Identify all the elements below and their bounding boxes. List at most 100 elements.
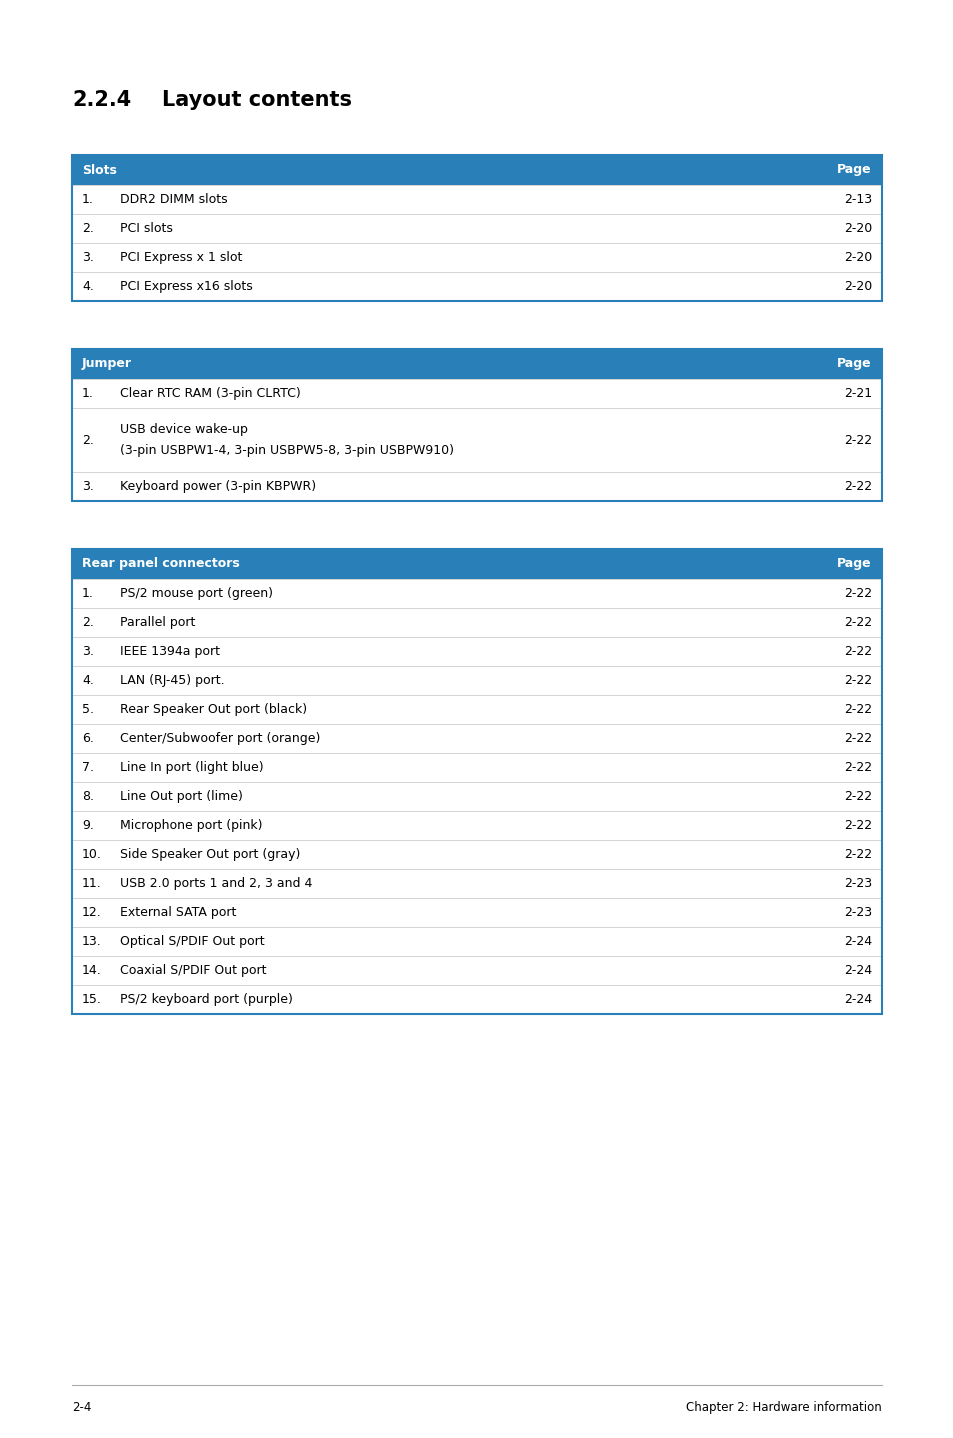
- Bar: [71, 272, 882, 301]
- Text: IEEE 1394a port: IEEE 1394a port: [120, 646, 220, 659]
- Bar: [71, 869, 882, 897]
- Text: 10.: 10.: [82, 848, 102, 861]
- Text: Coaxial S/PDIF Out port: Coaxial S/PDIF Out port: [120, 963, 266, 976]
- Bar: [71, 408, 882, 472]
- Text: 12.: 12.: [82, 906, 102, 919]
- Text: 2-4: 2-4: [71, 1401, 91, 1414]
- Bar: [71, 695, 882, 723]
- Text: 2-20: 2-20: [842, 280, 871, 293]
- Text: 2-22: 2-22: [843, 587, 871, 600]
- Text: 9.: 9.: [82, 820, 93, 833]
- Bar: [71, 666, 882, 695]
- Text: 2.: 2.: [82, 221, 93, 234]
- Text: Page: Page: [837, 558, 871, 571]
- Text: 2-22: 2-22: [843, 820, 871, 833]
- Text: Rear panel connectors: Rear panel connectors: [82, 558, 239, 571]
- Text: Rear Speaker Out port (black): Rear Speaker Out port (black): [120, 703, 307, 716]
- Text: Keyboard power (3-pin KBPWR): Keyboard power (3-pin KBPWR): [120, 480, 315, 493]
- Bar: [71, 840, 882, 869]
- Text: 1.: 1.: [82, 193, 93, 206]
- Text: 14.: 14.: [82, 963, 102, 976]
- Text: 2-22: 2-22: [843, 848, 871, 861]
- Text: 1.: 1.: [82, 387, 93, 400]
- Text: 2-22: 2-22: [843, 646, 871, 659]
- Text: USB 2.0 ports 1 and 2, 3 and 4: USB 2.0 ports 1 and 2, 3 and 4: [120, 877, 312, 890]
- Text: 3.: 3.: [82, 646, 93, 659]
- Text: PS/2 keyboard port (purple): PS/2 keyboard port (purple): [120, 994, 293, 1007]
- Text: USB device wake-up: USB device wake-up: [120, 423, 248, 436]
- Text: 4.: 4.: [82, 674, 93, 687]
- Text: 2-20: 2-20: [842, 221, 871, 234]
- Text: Clear RTC RAM (3-pin CLRTC): Clear RTC RAM (3-pin CLRTC): [120, 387, 300, 400]
- Text: 2-21: 2-21: [843, 387, 871, 400]
- Text: 2-23: 2-23: [843, 906, 871, 919]
- Text: Optical S/PDIF Out port: Optical S/PDIF Out port: [120, 935, 264, 948]
- Text: 3.: 3.: [82, 480, 93, 493]
- Text: 2-22: 2-22: [843, 433, 871, 447]
- Text: Jumper: Jumper: [82, 358, 132, 371]
- Text: 13.: 13.: [82, 935, 102, 948]
- Bar: [71, 349, 882, 500]
- Text: Chapter 2: Hardware information: Chapter 2: Hardware information: [685, 1401, 882, 1414]
- Text: DDR2 DIMM slots: DDR2 DIMM slots: [120, 193, 228, 206]
- Text: Slots: Slots: [82, 164, 117, 177]
- Bar: [71, 380, 882, 408]
- Text: Line Out port (lime): Line Out port (lime): [120, 789, 243, 802]
- Text: 11.: 11.: [82, 877, 102, 890]
- Bar: [71, 723, 882, 754]
- Text: 15.: 15.: [82, 994, 102, 1007]
- Text: PCI Express x 1 slot: PCI Express x 1 slot: [120, 252, 242, 265]
- Bar: [71, 214, 882, 243]
- Text: Center/Subwoofer port (orange): Center/Subwoofer port (orange): [120, 732, 320, 745]
- Text: 6.: 6.: [82, 732, 93, 745]
- Text: 2-22: 2-22: [843, 732, 871, 745]
- Text: Side Speaker Out port (gray): Side Speaker Out port (gray): [120, 848, 300, 861]
- Text: 2.: 2.: [82, 615, 93, 628]
- Bar: [71, 811, 882, 840]
- Bar: [71, 186, 882, 214]
- Text: 2-13: 2-13: [843, 193, 871, 206]
- Text: PS/2 mouse port (green): PS/2 mouse port (green): [120, 587, 273, 600]
- Bar: [71, 349, 882, 380]
- Text: 2-22: 2-22: [843, 703, 871, 716]
- Text: Line In port (light blue): Line In port (light blue): [120, 761, 263, 774]
- Text: 2-22: 2-22: [843, 480, 871, 493]
- Bar: [71, 155, 882, 301]
- Text: 2.2.4: 2.2.4: [71, 91, 132, 109]
- Bar: [71, 243, 882, 272]
- Bar: [71, 928, 882, 956]
- Text: 2-24: 2-24: [843, 935, 871, 948]
- Bar: [71, 782, 882, 811]
- Bar: [71, 549, 882, 1014]
- Bar: [71, 637, 882, 666]
- Text: 2-24: 2-24: [843, 963, 871, 976]
- Bar: [71, 985, 882, 1014]
- Text: PCI Express x16 slots: PCI Express x16 slots: [120, 280, 253, 293]
- Text: 2-23: 2-23: [843, 877, 871, 890]
- Bar: [71, 754, 882, 782]
- Text: Microphone port (pink): Microphone port (pink): [120, 820, 262, 833]
- Text: 2-24: 2-24: [843, 994, 871, 1007]
- Text: 7.: 7.: [82, 761, 94, 774]
- Bar: [71, 472, 882, 500]
- Bar: [71, 608, 882, 637]
- Text: 1.: 1.: [82, 587, 93, 600]
- Text: External SATA port: External SATA port: [120, 906, 236, 919]
- Text: Layout contents: Layout contents: [162, 91, 352, 109]
- Text: PCI slots: PCI slots: [120, 221, 172, 234]
- Text: 8.: 8.: [82, 789, 94, 802]
- Text: 4.: 4.: [82, 280, 93, 293]
- Bar: [71, 580, 882, 608]
- Text: 2-22: 2-22: [843, 761, 871, 774]
- Text: 2-22: 2-22: [843, 789, 871, 802]
- Text: Page: Page: [837, 358, 871, 371]
- Text: 2.: 2.: [82, 433, 93, 447]
- Text: 5.: 5.: [82, 703, 94, 716]
- Bar: [71, 897, 882, 928]
- Text: Page: Page: [837, 164, 871, 177]
- Text: (3-pin USBPW1-4, 3-pin USBPW5-8, 3-pin USBPW910): (3-pin USBPW1-4, 3-pin USBPW5-8, 3-pin U…: [120, 444, 454, 457]
- Bar: [71, 549, 882, 580]
- Text: 2-20: 2-20: [842, 252, 871, 265]
- Text: Parallel port: Parallel port: [120, 615, 195, 628]
- Text: 3.: 3.: [82, 252, 93, 265]
